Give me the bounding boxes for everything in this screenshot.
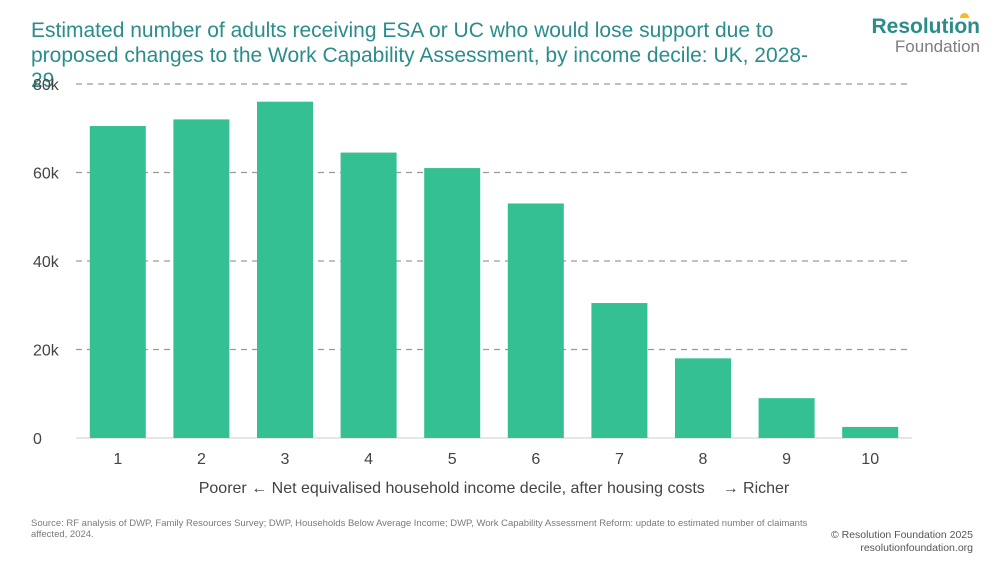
x-tick-label: 7 [615, 451, 624, 468]
bar [591, 303, 648, 438]
y-tick-label: 60k [33, 166, 60, 183]
website-text: resolutionfoundation.org [860, 542, 973, 554]
x-tick-label: 9 [782, 451, 791, 468]
x-tick-label: 10 [861, 451, 879, 468]
bar [674, 358, 732, 438]
bar [256, 101, 314, 438]
y-tick-label: 80k [33, 77, 60, 94]
bar-chart: 0 20k 40k 60k 80k 1 2 3 4 5 6 7 8 9 10 Poorer ← Net equ… [33, 77, 912, 497]
x-tick-label: 1 [113, 451, 122, 468]
bar [842, 426, 899, 438]
logo-wordmark-line2: Foundation [894, 37, 980, 56]
chart-title: Estimated number of adults receiving ESA… [31, 19, 809, 92]
x-tick-label: 8 [699, 451, 708, 468]
bar [340, 152, 397, 438]
copyright-block: © Resolution Foundation 2025 resolutionf… [831, 529, 973, 555]
y-tick-label: 20k [33, 343, 60, 360]
y-tick-label: 0 [33, 431, 42, 448]
bar [507, 203, 564, 438]
bar [89, 126, 146, 438]
y-tick-label: 40k [33, 254, 60, 271]
x-tick-label: 4 [364, 451, 373, 468]
x-tick-label: 3 [281, 451, 290, 468]
copyright-text: © Resolution Foundation 2025 [830, 529, 973, 541]
resolution-foundation-logo: Resolution Foundation [871, 13, 980, 56]
source-note: Source: RF analysis of DWP, Family Resou… [31, 518, 808, 540]
bar [173, 119, 230, 439]
logo-wordmark-line1: Resolution [871, 13, 980, 38]
x-axis-label: Poorer ← Net equivalised household incom… [199, 480, 790, 497]
bar [758, 398, 815, 438]
x-tick-label: 6 [531, 451, 540, 468]
x-tick-label: 2 [197, 451, 206, 468]
x-tick-label: 5 [448, 451, 457, 468]
bar [424, 168, 481, 438]
